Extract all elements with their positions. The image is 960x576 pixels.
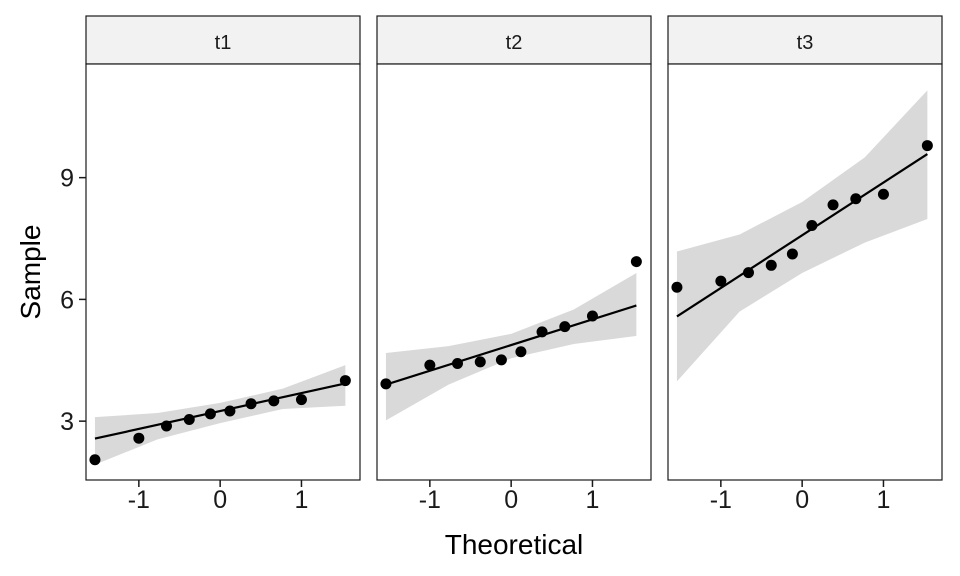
- strip-label: t1: [215, 32, 232, 54]
- x-axis-title: Theoretical: [445, 529, 584, 560]
- strip-label: t2: [506, 32, 523, 54]
- data-point: [850, 193, 862, 205]
- confidence-band: [385, 273, 637, 421]
- panel-area: [376, 63, 652, 481]
- data-point: [827, 199, 839, 211]
- data-point: [183, 414, 195, 426]
- panel-t1: t1: [85, 15, 361, 481]
- data-point: [495, 354, 507, 366]
- reference-line: [94, 382, 346, 440]
- data-point: [89, 454, 101, 466]
- x-axis: -1 0 1 -1 0 1 -1 0 1: [128, 480, 891, 514]
- x-tick-label: 0: [213, 486, 227, 514]
- data-point: [515, 346, 527, 358]
- data-point: [295, 394, 307, 406]
- x-tick-label: 0: [504, 486, 518, 514]
- data-point: [671, 281, 683, 293]
- strip-t1: [85, 15, 361, 65]
- data-point: [536, 326, 548, 338]
- y-tick-label: 9: [60, 165, 74, 193]
- x-tick-label: 0: [795, 486, 809, 514]
- data-point: [586, 310, 598, 322]
- y-axis-title: Sample: [15, 225, 46, 320]
- x-tick-label: -1: [128, 486, 150, 514]
- data-point: [245, 398, 257, 410]
- data-point: [877, 188, 889, 200]
- y-tick-label: 6: [60, 286, 74, 314]
- strip-label: t3: [797, 32, 814, 54]
- confidence-band: [94, 365, 346, 465]
- y-tick-label: 3: [60, 408, 74, 436]
- x-tick-label: 1: [586, 486, 600, 514]
- panel-t3: t3: [667, 15, 943, 481]
- strip-t3: [667, 15, 943, 65]
- data-point: [921, 140, 933, 152]
- x-tick-label: -1: [710, 486, 732, 514]
- data-point: [630, 256, 642, 268]
- data-point: [268, 395, 280, 407]
- panel-t2: t2: [376, 15, 652, 481]
- data-point: [715, 275, 727, 287]
- data-point: [786, 248, 798, 260]
- data-point: [224, 405, 236, 417]
- strip-t2: [376, 15, 652, 65]
- data-point: [204, 408, 216, 420]
- panels-layer: t1 t2 t3: [85, 15, 943, 481]
- x-tick-label: 1: [877, 486, 891, 514]
- data-point: [451, 358, 463, 370]
- data-point: [765, 259, 777, 271]
- x-tick-label: -1: [419, 486, 441, 514]
- data-point: [133, 432, 145, 444]
- data-point: [339, 375, 351, 387]
- x-tick-label: 1: [295, 486, 309, 514]
- data-point: [806, 220, 818, 232]
- data-point: [424, 359, 436, 371]
- data-point: [559, 321, 571, 333]
- data-point: [380, 378, 392, 390]
- data-point: [742, 267, 754, 279]
- data-point: [474, 356, 486, 368]
- y-axis: 3 6 9: [60, 165, 86, 436]
- data-point: [160, 420, 172, 432]
- reference-line: [676, 153, 928, 318]
